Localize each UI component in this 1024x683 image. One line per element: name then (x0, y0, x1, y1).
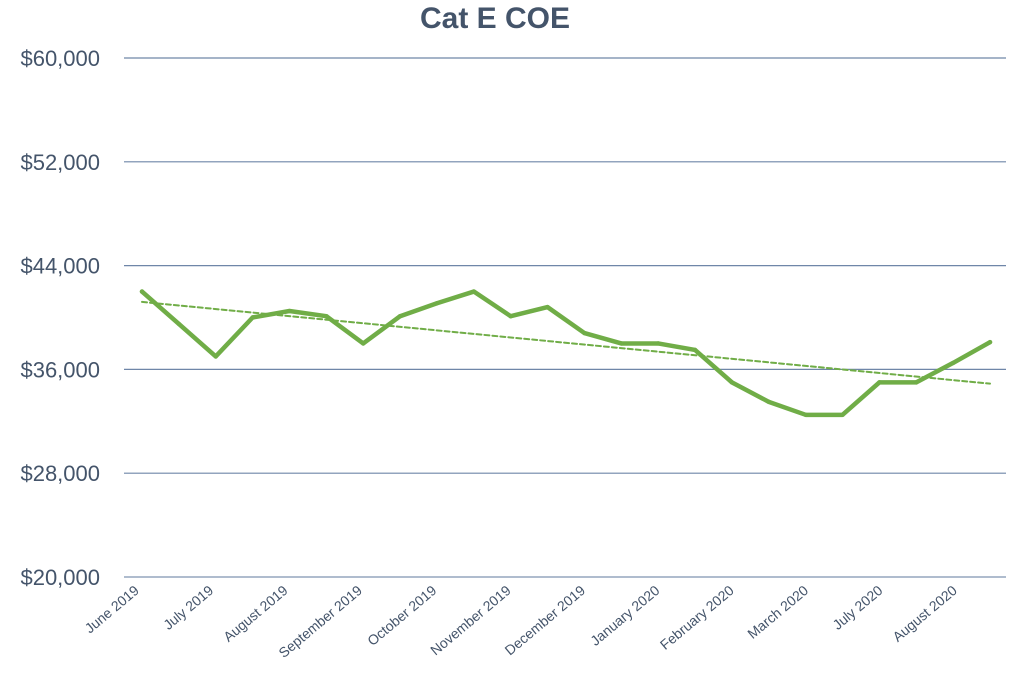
data-point (545, 304, 550, 310)
data-point (840, 412, 845, 418)
y-tick-label: $36,000 (20, 357, 100, 382)
data-point (729, 380, 735, 385)
data-point (950, 360, 956, 366)
x-tick-label: February 2020 (657, 582, 737, 653)
y-tick-label: $20,000 (20, 565, 100, 590)
data-point (914, 380, 919, 385)
data-point (434, 301, 440, 306)
data-point (803, 412, 808, 418)
y-tick-label: $44,000 (20, 254, 100, 279)
data-point (324, 314, 329, 319)
x-tick-label: June 2019 (82, 582, 143, 636)
series-line (139, 289, 993, 418)
chart-title: Cat E COE (419, 2, 571, 35)
data-point (987, 339, 993, 345)
data-point (508, 314, 513, 319)
data-point (582, 330, 587, 336)
x-tick-label: October 2019 (364, 582, 439, 649)
x-tick-label: August 2020 (889, 582, 960, 645)
x-tick-label: July 2020 (829, 582, 885, 633)
y-tick-label: $28,000 (20, 461, 100, 486)
data-point (692, 347, 698, 353)
data-point (766, 399, 771, 405)
y-tick-label: $52,000 (20, 150, 100, 175)
x-tick-label: July 2019 (160, 582, 216, 633)
data-point (397, 314, 403, 319)
x-tick-label: March 2020 (744, 582, 811, 642)
trendline (141, 300, 991, 385)
data-point (471, 289, 477, 294)
data-point (213, 354, 218, 359)
data-point (287, 308, 292, 314)
data-point (250, 315, 255, 320)
data-point (619, 341, 624, 346)
data-point (361, 341, 366, 346)
data-point (877, 380, 882, 385)
x-tick-label: August 2019 (220, 582, 291, 645)
x-tick-label: January 2020 (587, 582, 662, 649)
data-point (655, 341, 661, 346)
data-point (139, 289, 145, 294)
y-tick-label: $60,000 (20, 46, 100, 71)
data-point (176, 321, 182, 327)
x-tick-label: December 2019 (502, 582, 589, 658)
